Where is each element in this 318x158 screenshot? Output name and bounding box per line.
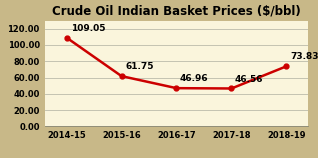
Text: 109.05: 109.05 <box>71 24 105 33</box>
Title: Crude Oil Indian Basket Prices ($/bbl): Crude Oil Indian Basket Prices ($/bbl) <box>52 5 301 18</box>
Text: 73.83: 73.83 <box>291 52 318 61</box>
Text: 61.75: 61.75 <box>126 62 154 71</box>
Text: 46.56: 46.56 <box>234 75 263 84</box>
Text: 46.96: 46.96 <box>179 74 208 83</box>
